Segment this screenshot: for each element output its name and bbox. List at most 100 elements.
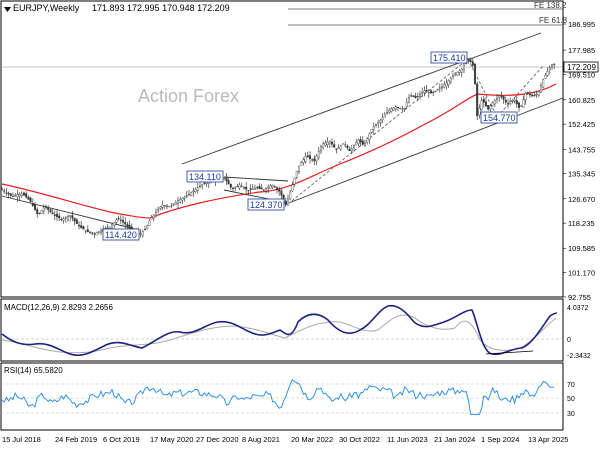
candle-body bbox=[77, 224, 80, 227]
candle-body bbox=[469, 59, 472, 63]
candle-body bbox=[45, 206, 48, 208]
candle-body bbox=[500, 95, 503, 97]
candle-body bbox=[163, 205, 166, 207]
candle-body bbox=[344, 144, 347, 146]
candle-body bbox=[392, 107, 395, 111]
candle-body bbox=[53, 214, 56, 216]
candle-body bbox=[269, 185, 272, 189]
candle-body bbox=[326, 141, 329, 145]
rsi-tick-50: 50 bbox=[567, 396, 575, 403]
price-tick-label: 109.585 bbox=[568, 244, 595, 253]
candle-body bbox=[401, 108, 404, 110]
price-tick-label: 186.995 bbox=[568, 20, 595, 29]
price-tick-label: 177.985 bbox=[568, 46, 595, 55]
candle-body bbox=[117, 218, 120, 220]
price-tick-label: 92.755 bbox=[568, 293, 591, 302]
candle-body bbox=[84, 230, 87, 232]
time-tick-label: 30 Oct 2022 bbox=[339, 435, 380, 444]
candle-body bbox=[181, 198, 184, 201]
candle-body bbox=[436, 89, 439, 91]
time-tick-label: 1 Sep 2024 bbox=[481, 435, 519, 444]
fe-618-label: FE 61.8 bbox=[539, 16, 568, 25]
dashed-swing-line-2 bbox=[496, 65, 544, 118]
candle-body bbox=[337, 147, 340, 149]
candle-body bbox=[66, 216, 69, 220]
annotation-154-770: 154.770 bbox=[483, 113, 516, 123]
macd-line bbox=[1, 304, 558, 357]
candle-body bbox=[489, 105, 492, 110]
candle-body bbox=[284, 200, 287, 206]
rsi-line bbox=[1, 378, 555, 415]
candle-body bbox=[34, 204, 37, 210]
candle-body bbox=[231, 187, 234, 189]
candle-body bbox=[509, 101, 512, 104]
candle-body bbox=[458, 70, 461, 73]
old-downtrend-line bbox=[1, 195, 136, 230]
candle-body bbox=[253, 187, 256, 190]
candle-body bbox=[51, 212, 54, 215]
candle-body bbox=[25, 193, 28, 198]
candle-body bbox=[390, 108, 393, 112]
candle-body bbox=[412, 95, 415, 97]
candle-body bbox=[273, 186, 276, 188]
candle-body bbox=[49, 209, 52, 212]
channel-upper-line bbox=[181, 32, 542, 165]
panel-menu-arrow-icon[interactable] bbox=[4, 7, 11, 12]
candle-body bbox=[342, 143, 345, 145]
candle-body bbox=[427, 92, 430, 94]
instrument-label: EURJPY,Weekly bbox=[13, 3, 80, 13]
candle-body bbox=[205, 182, 208, 184]
candle-body bbox=[234, 187, 237, 189]
price-tick-label: 169.510 bbox=[568, 71, 595, 80]
candle-body bbox=[368, 133, 371, 140]
rsi-label: RSI(14) 65.5820 bbox=[4, 366, 63, 375]
macd-signal-line bbox=[1, 314, 557, 354]
candle-body bbox=[289, 191, 292, 200]
candle-body bbox=[311, 159, 314, 161]
fe-138-label: FE 138.2 bbox=[534, 1, 567, 10]
candle-body bbox=[170, 205, 173, 207]
candle-body bbox=[471, 61, 474, 66]
candle-body bbox=[249, 188, 252, 190]
candle-body bbox=[416, 96, 419, 98]
candle-body bbox=[357, 140, 360, 144]
candle-body bbox=[187, 193, 190, 195]
candle-body bbox=[474, 63, 477, 85]
candle-body bbox=[383, 114, 386, 118]
macd-tick-bottom: -2.3432 bbox=[567, 353, 591, 360]
candle-body bbox=[315, 155, 318, 162]
candle-body bbox=[300, 162, 303, 166]
candle-body bbox=[456, 72, 459, 76]
candle-body bbox=[154, 212, 157, 217]
candle-body bbox=[56, 213, 59, 218]
annotation-124-370: 124.370 bbox=[250, 200, 283, 210]
candle-body bbox=[386, 111, 389, 115]
candle-body bbox=[515, 100, 518, 105]
candle-body bbox=[14, 195, 17, 197]
candle-body bbox=[75, 219, 78, 224]
candle-body bbox=[423, 90, 426, 93]
candle-body bbox=[121, 220, 124, 223]
candle-body bbox=[179, 199, 182, 203]
candle-body bbox=[183, 196, 186, 199]
candle-body bbox=[88, 231, 91, 233]
candle-body bbox=[452, 75, 455, 77]
candle-body bbox=[355, 142, 358, 146]
dashed-swing-line-1 bbox=[467, 58, 498, 118]
candle-body bbox=[403, 107, 406, 110]
macd-tick-zero: 0 bbox=[567, 337, 571, 344]
candle-body bbox=[546, 71, 549, 76]
swing-annotations: 134.110 124.370 114.420 175.410 154.770 bbox=[102, 51, 518, 241]
candle-body bbox=[280, 190, 283, 196]
macd-divergence-line bbox=[485, 350, 534, 355]
candle-body bbox=[447, 80, 450, 85]
candle-body bbox=[317, 150, 320, 158]
candle-body bbox=[491, 102, 494, 106]
candle-body bbox=[271, 185, 274, 188]
candle-body bbox=[463, 64, 466, 70]
rsi-tick-70: 70 bbox=[567, 382, 575, 389]
rsi-tick-30: 30 bbox=[567, 411, 575, 418]
candle-body bbox=[141, 231, 144, 236]
candle-body bbox=[287, 198, 290, 206]
candle-body bbox=[361, 140, 364, 145]
